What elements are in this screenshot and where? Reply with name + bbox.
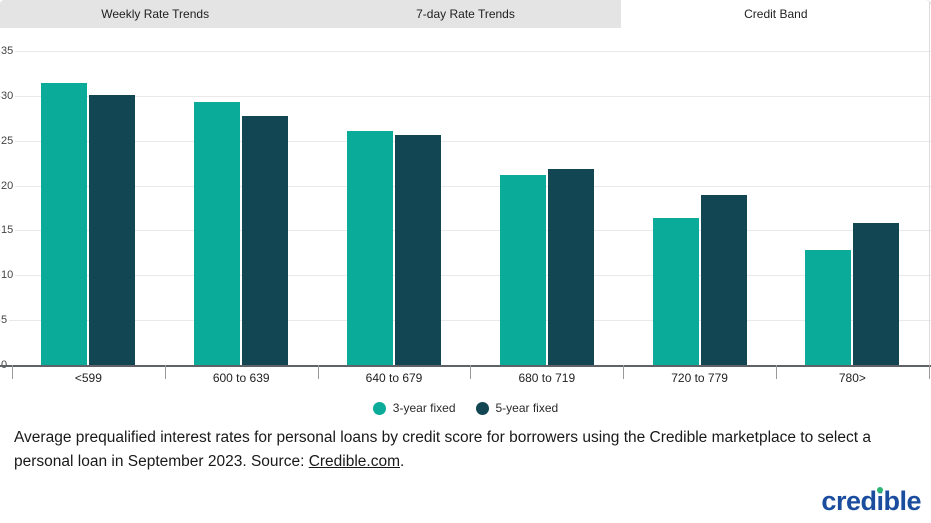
tab-weekly-rate-trends[interactable]: Weekly Rate Trends	[0, 0, 311, 28]
x-axis-tick	[776, 365, 777, 379]
x-axis-tick	[470, 365, 472, 379]
bar-3-year-fixed-680 to 719	[499, 174, 546, 365]
gridline-25	[0, 140, 931, 142]
y-axis-label-10: 10	[1, 269, 16, 282]
credible-logo: credible	[821, 486, 921, 517]
chart-right-frame	[928, 2, 930, 365]
y-axis-label-20: 20	[1, 179, 16, 192]
legend-item-3-year-fixed: 3-year fixed	[372, 401, 456, 415]
gridline-35	[0, 51, 931, 52]
legend-dot-5-year-fixed	[475, 401, 489, 415]
legend-dot-3-year-fixed	[372, 401, 386, 415]
x-axis-label-780>: 780>	[838, 371, 866, 385]
x-axis-baseline	[0, 365, 931, 367]
gridline-5	[0, 320, 931, 322]
bar-5-year-fixed-680 to 719	[547, 169, 594, 365]
gridline-10	[0, 275, 931, 277]
bar-3-year-fixed-640 to 679	[347, 130, 393, 365]
x-axis-tick	[928, 365, 930, 379]
bar-3-year-fixed-720 to 779	[652, 217, 699, 365]
legend-label-5-year-fixed: 5-year fixed	[495, 401, 559, 415]
figure-caption: Average prequalified interest rates for …	[14, 426, 917, 474]
bar-3-year-fixed-780>	[805, 250, 852, 365]
legend-item-5-year-fixed: 5-year fixed	[475, 401, 559, 415]
bar-3-year-fixed-600 to 639	[194, 102, 241, 365]
logo-letter-i-green-dot: i	[876, 486, 884, 516]
y-axis-label-30: 30	[1, 89, 16, 102]
gridline-15	[0, 230, 931, 232]
x-axis-tick	[12, 365, 13, 379]
y-axis-label-15: 15	[1, 224, 16, 237]
x-axis-label-640 to 679: 640 to 679	[365, 371, 423, 385]
caption-period: .	[400, 453, 405, 470]
x-axis-tick	[164, 365, 166, 379]
x-axis-label-680 to 719: 680 to 719	[518, 371, 576, 385]
x-axis-tick	[317, 365, 319, 379]
y-axis-label-25: 25	[1, 134, 16, 147]
bar-5-year-fixed-640 to 679	[395, 135, 441, 365]
gridline-30	[0, 95, 931, 97]
tab-7-day-rate-trends[interactable]: 7-day Rate Trends	[310, 0, 621, 28]
y-axis-label-35: 35	[1, 45, 16, 57]
x-axis-label-<599: <599	[74, 371, 102, 385]
x-axis-label-720 to 779: 720 to 779	[671, 371, 728, 385]
y-axis-label-5: 5	[1, 314, 10, 327]
gridline-20	[0, 185, 931, 187]
bar-3-year-fixed-<599	[41, 83, 88, 365]
chart-legend: 3-year fixed 5-year fixed	[0, 398, 931, 418]
bar-5-year-fixed-<599	[89, 94, 136, 365]
credible-com-link[interactable]: Credible.com	[308, 453, 401, 470]
logo-text-ble: ble	[883, 486, 921, 516]
bar-5-year-fixed-780>	[853, 223, 900, 365]
bar-5-year-fixed-600 to 639	[242, 116, 289, 365]
tab-credit-band[interactable]: Credit Band	[620, 0, 931, 28]
legend-label-3-year-fixed: 3-year fixed	[392, 401, 456, 415]
logo-text-cred: cred	[821, 486, 877, 516]
caption-text: Average prequalified interest rates for …	[14, 429, 871, 470]
x-axis-tick	[623, 365, 625, 379]
x-axis-label-600 to 639: 600 to 639	[212, 371, 270, 385]
bar-5-year-fixed-720 to 779	[700, 195, 747, 365]
tab-bar: Weekly Rate Trends 7-day Rate Trends Cre…	[0, 0, 931, 28]
